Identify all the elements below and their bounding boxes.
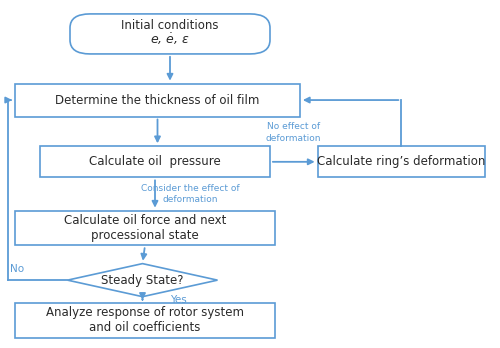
Polygon shape	[68, 264, 218, 296]
Text: No: No	[10, 264, 24, 274]
Text: Calculate ring’s deformation: Calculate ring’s deformation	[317, 155, 486, 168]
FancyBboxPatch shape	[70, 14, 270, 54]
Text: Initial conditions: Initial conditions	[121, 19, 219, 32]
Text: Determine the thickness of oil film: Determine the thickness of oil film	[56, 94, 260, 106]
Text: Analyze response of rotor system: Analyze response of rotor system	[46, 306, 244, 319]
Text: Consider the effect of
deformation: Consider the effect of deformation	[140, 184, 239, 204]
FancyBboxPatch shape	[15, 303, 275, 338]
FancyBboxPatch shape	[15, 211, 275, 245]
FancyBboxPatch shape	[15, 84, 300, 117]
FancyBboxPatch shape	[318, 146, 485, 177]
Text: Steady State?: Steady State?	[101, 274, 184, 287]
Text: No effect of
deformation: No effect of deformation	[266, 122, 322, 143]
Text: Calculate oil force and next: Calculate oil force and next	[64, 214, 226, 227]
Text: Calculate oil  pressure: Calculate oil pressure	[89, 155, 221, 168]
FancyBboxPatch shape	[40, 146, 270, 177]
Text: $e$, $\dot{e}$, $\varepsilon$: $e$, $\dot{e}$, $\varepsilon$	[150, 31, 190, 47]
Text: Yes: Yes	[170, 295, 186, 305]
Text: processional state: processional state	[91, 229, 199, 242]
Text: and oil coefficients: and oil coefficients	[90, 321, 200, 334]
